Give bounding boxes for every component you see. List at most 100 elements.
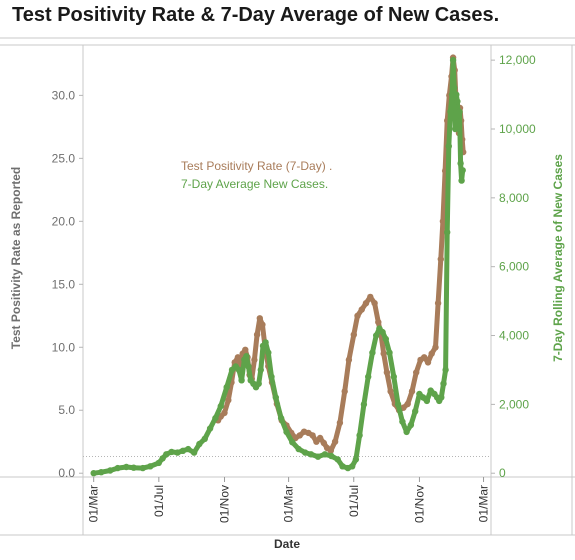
data-point bbox=[221, 409, 228, 416]
data-point bbox=[440, 380, 447, 387]
data-point bbox=[123, 463, 130, 471]
data-point bbox=[238, 377, 245, 384]
data-point bbox=[283, 428, 290, 436]
data-point bbox=[130, 464, 137, 471]
data-point bbox=[458, 177, 465, 184]
data-point bbox=[434, 300, 442, 307]
data-point bbox=[262, 339, 269, 346]
data-point bbox=[242, 346, 249, 353]
data-point bbox=[174, 449, 181, 456]
data-point bbox=[201, 435, 208, 442]
data-point bbox=[444, 229, 451, 236]
left-tick-label: 10.0 bbox=[52, 340, 76, 354]
data-point bbox=[360, 401, 368, 408]
right-tick-label: 2,000 bbox=[499, 397, 529, 411]
chart-title: Test Positivity Rate & 7-Day Average of … bbox=[12, 4, 500, 26]
data-point bbox=[185, 445, 192, 453]
data-point bbox=[407, 421, 415, 429]
left-tick-label: 30.0 bbox=[52, 88, 76, 102]
data-point bbox=[268, 373, 275, 380]
data-point bbox=[403, 428, 410, 436]
data-point bbox=[358, 306, 365, 313]
legend-positivity: Test Positivity Rate (7-Day) . bbox=[181, 159, 332, 173]
data-point bbox=[390, 373, 397, 380]
data-point bbox=[341, 388, 348, 395]
x-axis-title: Date bbox=[274, 537, 300, 551]
right-tick-label: 10,000 bbox=[499, 122, 536, 136]
data-point bbox=[367, 293, 374, 301]
data-point bbox=[190, 449, 198, 456]
data-point bbox=[272, 394, 279, 401]
data-point bbox=[365, 373, 372, 380]
left-axis-ticks: 0.0 5.0 10.0 15.0 20.0 25.0 30.0 bbox=[52, 88, 83, 480]
data-point bbox=[412, 408, 419, 415]
y-axis-left-title: Test Positivity Rate as Reported bbox=[9, 167, 23, 350]
data-point bbox=[456, 108, 463, 116]
data-point bbox=[447, 108, 454, 116]
data-point bbox=[307, 451, 315, 458]
data-point bbox=[404, 400, 411, 408]
data-point bbox=[449, 56, 457, 64]
right-tick-label: 0 bbox=[499, 466, 506, 480]
data-point bbox=[259, 321, 266, 328]
x-tick-label: 01/Jul bbox=[347, 485, 361, 517]
data-point bbox=[331, 438, 339, 445]
right-tick-label: 12,000 bbox=[499, 53, 536, 67]
data-point bbox=[438, 394, 445, 401]
data-point bbox=[457, 160, 464, 167]
right-tick-label: 6,000 bbox=[499, 260, 529, 274]
data-point bbox=[217, 402, 224, 410]
data-point bbox=[445, 143, 452, 150]
data-point bbox=[451, 84, 458, 91]
left-tick-label: 0.0 bbox=[58, 466, 75, 480]
data-point bbox=[255, 380, 262, 387]
data-point bbox=[386, 349, 393, 356]
data-point bbox=[168, 448, 175, 456]
data-point bbox=[159, 455, 166, 462]
data-point bbox=[334, 456, 341, 463]
data-point bbox=[354, 312, 361, 319]
data-point bbox=[453, 91, 460, 98]
data-point bbox=[336, 419, 344, 426]
data-point bbox=[256, 315, 263, 322]
data-point bbox=[394, 401, 402, 408]
data-point bbox=[309, 432, 316, 439]
data-point bbox=[424, 359, 432, 366]
data-point bbox=[421, 354, 428, 361]
left-tick-label: 5.0 bbox=[58, 403, 75, 417]
data-point bbox=[356, 432, 363, 439]
data-point bbox=[314, 453, 322, 460]
data-point bbox=[251, 356, 258, 364]
data-point bbox=[352, 456, 360, 463]
data-point bbox=[369, 349, 376, 356]
data-point bbox=[90, 470, 97, 477]
data-point bbox=[327, 447, 334, 454]
data-point bbox=[373, 332, 380, 339]
data-point bbox=[387, 388, 394, 395]
data-point bbox=[243, 353, 250, 360]
data-point bbox=[382, 335, 389, 343]
data-point bbox=[206, 425, 214, 432]
x-axis-ticks: 01/Mar 01/Jul 01/Nov 01/Mar 01/Jul 01/Nov 01/M… bbox=[87, 477, 491, 523]
data-point bbox=[289, 439, 296, 446]
data-point bbox=[371, 300, 378, 307]
x-tick-label: 01/Mar bbox=[477, 485, 491, 522]
data-point bbox=[320, 439, 327, 447]
data-point bbox=[452, 125, 459, 133]
data-point bbox=[328, 452, 335, 460]
right-axis-ticks: 0 2,000 4,000 6,000 8,000 10,000 12,000 bbox=[491, 53, 536, 480]
data-point bbox=[345, 356, 353, 364]
data-point bbox=[225, 397, 232, 404]
data-point bbox=[439, 218, 447, 225]
data-point bbox=[147, 463, 154, 470]
x-tick-label: 01/Mar bbox=[87, 485, 101, 522]
data-point bbox=[114, 464, 121, 472]
data-point bbox=[179, 447, 187, 454]
data-point bbox=[413, 369, 420, 376]
data-point bbox=[350, 331, 357, 338]
data-point bbox=[408, 388, 416, 395]
data-point bbox=[379, 328, 386, 336]
x-tick-label: 01/Nov bbox=[218, 485, 232, 523]
left-tick-label: 25.0 bbox=[52, 151, 76, 165]
data-point bbox=[98, 469, 105, 476]
